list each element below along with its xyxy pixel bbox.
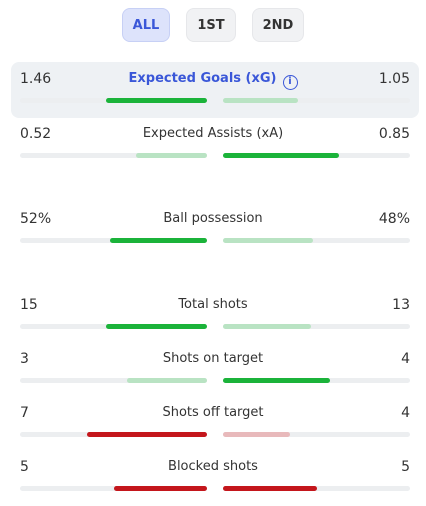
stat-label: Total shots <box>178 297 248 312</box>
tab-all[interactable]: ALL <box>121 8 171 42</box>
home-bar <box>87 432 207 437</box>
away-value: 48% <box>378 211 410 227</box>
stat-label: Expected Assists (xA) <box>142 126 284 141</box>
away-value: 5 <box>401 459 410 475</box>
tab-1st[interactable]: 1ST <box>186 8 236 42</box>
stat-label[interactable]: Expected Goals (xG) <box>128 71 277 86</box>
home-value: 7 <box>20 405 29 421</box>
away-bar-track <box>223 238 410 243</box>
away-bar-track <box>223 98 410 103</box>
home-bar <box>113 486 207 491</box>
home-bar <box>106 324 207 329</box>
home-bar-track <box>20 486 207 491</box>
away-bar <box>223 324 311 329</box>
home-bar-track <box>20 238 207 243</box>
info-icon[interactable]: i <box>282 75 298 90</box>
away-bar-track <box>223 153 410 158</box>
away-value: 4 <box>401 351 410 367</box>
away-bar-track <box>223 486 410 491</box>
stat-label: Blocked shots <box>168 459 258 474</box>
home-bar <box>109 238 207 243</box>
away-bar-track <box>223 378 410 383</box>
period-tabs: ALL 1ST 2ND <box>0 8 426 42</box>
away-bar <box>223 238 313 243</box>
home-bar <box>126 378 207 383</box>
highlight-background <box>11 62 419 118</box>
away-bar <box>223 486 317 491</box>
away-bar <box>223 378 330 383</box>
away-bar-track <box>223 324 410 329</box>
away-bar-track <box>223 432 410 437</box>
away-value: 0.85 <box>378 126 410 142</box>
away-value: 1.05 <box>378 71 410 87</box>
home-bar-track <box>20 324 207 329</box>
away-bar <box>223 98 298 103</box>
home-value: 5 <box>20 459 29 475</box>
stat-label: Shots off target <box>162 405 264 420</box>
home-value: 3 <box>20 351 29 367</box>
away-value: 13 <box>392 297 410 313</box>
home-bar-track <box>20 432 207 437</box>
away-bar <box>223 153 339 158</box>
away-bar <box>223 432 291 437</box>
home-value: 1.46 <box>20 71 52 87</box>
home-bar-track <box>20 98 207 103</box>
home-bar-track <box>20 153 207 158</box>
home-value: 52% <box>20 211 52 227</box>
away-value: 4 <box>401 405 410 421</box>
home-value: 15 <box>20 297 38 313</box>
home-bar <box>135 153 207 158</box>
stat-label: Shots on target <box>162 351 264 366</box>
home-value: 0.52 <box>20 126 52 142</box>
stat-label: Ball possession <box>163 211 263 226</box>
home-bar <box>106 98 207 103</box>
home-bar-track <box>20 378 207 383</box>
tab-2nd[interactable]: 2ND <box>251 8 305 42</box>
